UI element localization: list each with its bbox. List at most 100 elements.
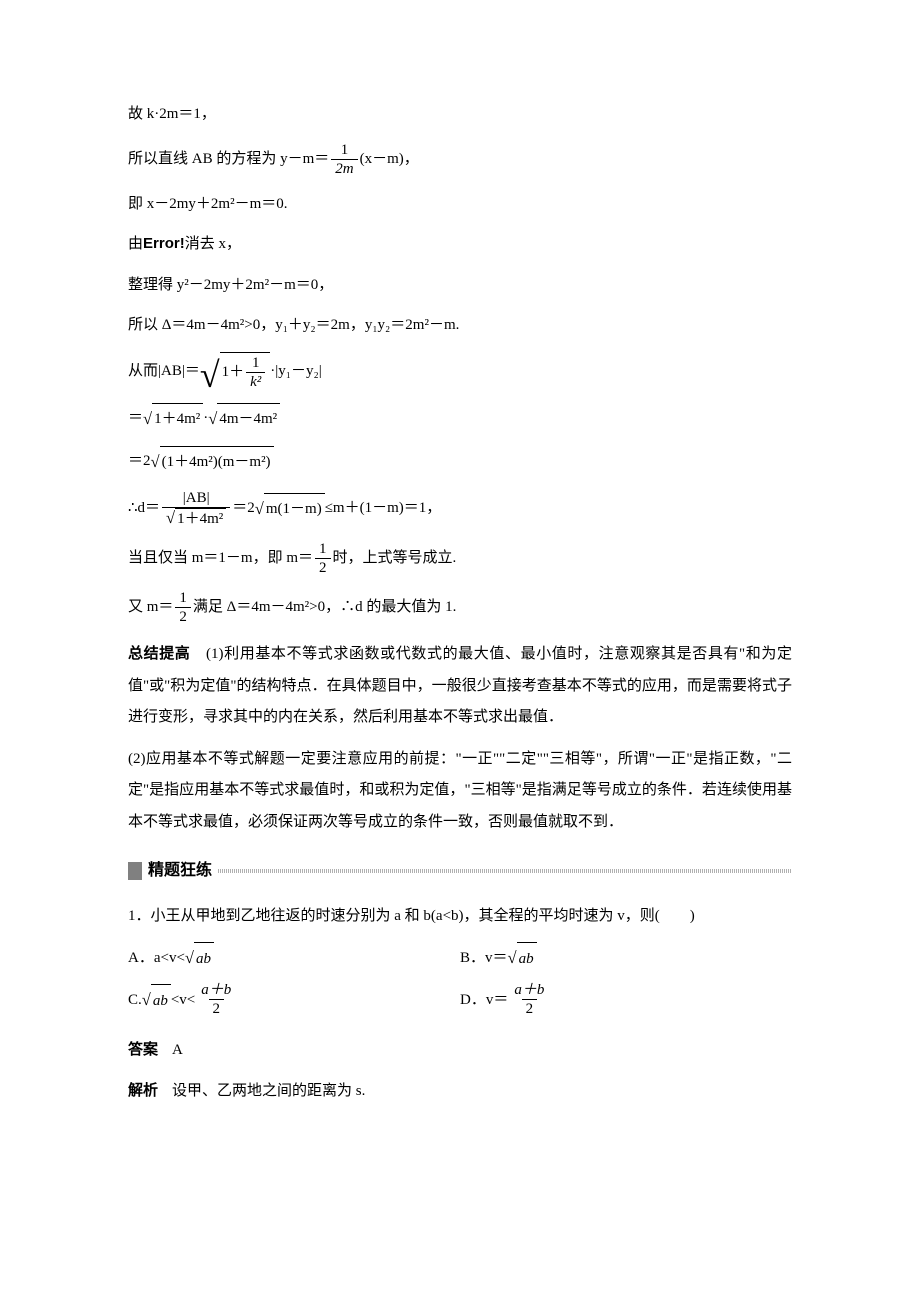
answer-value: A xyxy=(172,1036,183,1065)
radicand: m(1－m) xyxy=(264,493,325,524)
math-line: ＝2 √ (1＋4m²)(m－m²) xyxy=(128,446,792,477)
math-line: 整理得 y²－2my＋2m²－m＝0， xyxy=(128,271,792,300)
text: (x－m)， xyxy=(360,145,419,174)
text: ＝2 xyxy=(128,447,151,476)
math-line: 当且仅当 m＝1－m，即 m＝ 1 2 时，上式等号成立. xyxy=(128,540,792,577)
text: 整理得 y²－2my＋2m²－m＝0， xyxy=(128,271,333,300)
text: 满足 Δ＝4m－4m²>0，∴d 的最大值为 1. xyxy=(193,593,456,622)
choice-d: D．v＝ a＋b 2 xyxy=(460,981,792,1018)
denominator: 2m xyxy=(331,159,357,178)
text: ＝2 xyxy=(232,494,255,523)
radicand: 1＋ 1 k² xyxy=(220,352,271,391)
sqrt: √ 4m－4m² xyxy=(208,403,280,434)
summary-para-2: (2)应用基本不等式解题一定要注意应用的前提："一正""二定""三相等"，所谓"… xyxy=(128,744,792,839)
summary-label: 总结提高 xyxy=(128,645,190,662)
radicand: ab xyxy=(151,984,171,1015)
numerator: |AB| xyxy=(179,489,214,507)
choice-b: B．v＝ √ ab xyxy=(460,942,792,973)
sqrt: √ 1＋4m² xyxy=(143,403,203,434)
math-line: ＝ √ 1＋4m² · √ 4m－4m² xyxy=(128,403,792,434)
radical-icon: √ xyxy=(143,403,152,434)
text: 所以 Δ＝4m－4m²>0，y₁＋y₂＝2m，y₁y₂＝2m²－m. xyxy=(128,311,459,340)
section-divider xyxy=(218,869,792,873)
denominator: k² xyxy=(246,372,265,391)
text: 时，上式等号成立. xyxy=(333,544,457,573)
summary-para-1: 总结提高 (1)利用基本不等式求函数或代数式的最大值、最小值时，注意观察其是否具… xyxy=(128,638,792,734)
text: 又 m＝ xyxy=(128,593,173,622)
text: ≤m＋(1－m)＝1， xyxy=(325,494,442,523)
math-line: 由 Error! 消去 x， xyxy=(128,230,792,259)
numerator: 1 xyxy=(175,589,191,607)
text: 即 x－2my＋2m²－m＝0. xyxy=(128,190,288,219)
text: ∴d＝ xyxy=(128,494,160,523)
text: B．v＝ xyxy=(460,944,508,973)
radicand: 4m－4m² xyxy=(217,403,280,434)
text: 消去 x， xyxy=(185,230,241,259)
text: 1．小王从甲地到乙地往返的时速分别为 a 和 b(a<b)，其全程的平均时速为 … xyxy=(128,908,695,924)
fraction: 1 2 xyxy=(175,589,191,626)
text: A．a<v< xyxy=(128,944,185,973)
text: ＝ xyxy=(128,404,143,433)
radical-icon: √ xyxy=(166,508,175,528)
radicand: ab xyxy=(194,942,214,973)
radical-icon: √ xyxy=(151,446,160,477)
text: (1)利用基本不等式求函数或代数式的最大值、最小值时，注意观察其是否具有"和为定… xyxy=(128,646,792,725)
radicand: ab xyxy=(517,942,537,973)
answer-line: 答案 A xyxy=(128,1036,792,1065)
choice-a: A．a<v< √ ab xyxy=(128,942,460,973)
numerator: 1 xyxy=(337,141,353,159)
math-line: 又 m＝ 1 2 满足 Δ＝4m－4m²>0，∴d 的最大值为 1. xyxy=(128,589,792,626)
section-header: 精题狂练 xyxy=(128,856,792,886)
sqrt: √ ab xyxy=(508,942,537,973)
fraction: 1 2 xyxy=(315,540,331,577)
text: 故 k·2m＝1， xyxy=(128,100,216,129)
sqrt: √ 1＋4m² xyxy=(166,508,226,528)
denominator: 2 xyxy=(315,558,331,577)
section-title: 精题狂练 xyxy=(148,856,212,886)
denominator: 2 xyxy=(175,607,191,626)
fraction: a＋b 2 xyxy=(197,981,235,1018)
answer-label: 答案 xyxy=(128,1036,158,1065)
numerator: 1 xyxy=(315,540,331,558)
radicand: 1＋4m² xyxy=(175,508,226,528)
math-line: 所以直线 AB 的方程为 y－m＝ 1 2m (x－m)， xyxy=(128,141,792,178)
math-line: 即 x－2my＋2m²－m＝0. xyxy=(128,190,792,219)
numerator: a＋b xyxy=(197,981,235,999)
explanation-text: 设甲、乙两地之间的距离为 s. xyxy=(172,1077,365,1106)
text: C. xyxy=(128,986,142,1015)
choice-c: C. √ ab <v< a＋b 2 xyxy=(128,981,460,1018)
math-line: 从而|AB|＝ √ 1＋ 1 k² ·|y₁－y₂| xyxy=(128,352,792,391)
fraction: |AB| √ 1＋4m² xyxy=(162,489,230,528)
denominator: 2 xyxy=(209,999,225,1018)
text: 当且仅当 m＝1－m，即 m＝ xyxy=(128,544,313,573)
sqrt: √ 1＋ 1 k² xyxy=(200,352,270,391)
radical-icon: √ xyxy=(508,942,517,973)
fraction: 1 2m xyxy=(331,141,357,178)
text: <v< xyxy=(171,986,195,1015)
radical-icon: √ xyxy=(255,493,264,524)
numerator: a＋b xyxy=(510,981,548,999)
text: 所以直线 AB 的方程为 y－m＝ xyxy=(128,145,329,174)
radical-icon: √ xyxy=(185,942,194,973)
radicand: (1＋4m²)(m－m²) xyxy=(160,446,274,477)
question-1: 1．小王从甲地到乙地往返的时速分别为 a 和 b(a<b)，其全程的平均时速为 … xyxy=(128,901,792,933)
text: 1＋ xyxy=(222,358,245,387)
error-text: Error! xyxy=(143,230,185,259)
section-box-icon xyxy=(128,862,142,880)
radical-icon: √ xyxy=(142,984,151,1015)
radicand: 1＋4m² xyxy=(152,403,203,434)
math-line: ∴d＝ |AB| √ 1＋4m² ＝2 √ m(1－m) ≤m＋(1－m)＝1， xyxy=(128,489,792,528)
radical-icon: √ xyxy=(208,403,217,434)
choices: A．a<v< √ ab B．v＝ √ ab C. √ ab <v< a＋b 2 … xyxy=(128,942,792,1026)
text: ·|y₁－y₂| xyxy=(270,357,321,386)
sqrt: √ ab xyxy=(185,942,214,973)
text: D．v＝ xyxy=(460,986,508,1015)
math-line: 所以 Δ＝4m－4m²>0，y₁＋y₂＝2m，y₁y₂＝2m²－m. xyxy=(128,311,792,340)
math-line: 故 k·2m＝1， xyxy=(128,100,792,129)
text: (2)应用基本不等式解题一定要注意应用的前提："一正""二定""三相等"，所谓"… xyxy=(128,751,792,830)
numerator: 1 xyxy=(248,354,264,372)
explanation-line: 解析 设甲、乙两地之间的距离为 s. xyxy=(128,1077,792,1106)
text: 从而|AB|＝ xyxy=(128,357,200,386)
text: 由 xyxy=(128,230,143,259)
explanation-label: 解析 xyxy=(128,1077,158,1106)
